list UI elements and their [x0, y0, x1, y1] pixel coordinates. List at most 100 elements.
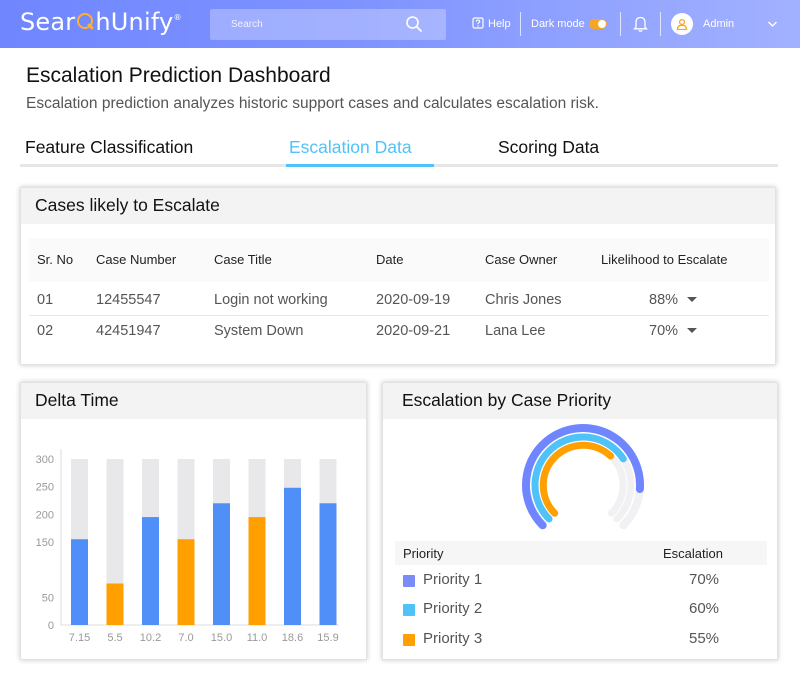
priority-name: Priority 3: [423, 630, 483, 647]
column-header-likelihood[interactable]: Likelihood to Escalate: [601, 252, 728, 267]
priority-3-swatch: [403, 634, 415, 646]
radial-bar[interactable]: [539, 441, 615, 517]
list-item: Priority 3 55%: [403, 628, 763, 652]
help-link[interactable]: Help: [472, 0, 511, 48]
bar[interactable]: [284, 487, 301, 625]
cell-sr-no: 01: [37, 292, 54, 308]
cell-date: 2020-09-21: [376, 323, 451, 339]
user-icon: [676, 18, 688, 30]
dark-mode-label: Dark mode: [531, 18, 585, 30]
y-tick-label: 250: [36, 482, 54, 494]
delta-time-card-title: Delta Time: [35, 390, 119, 410]
caret-down-icon[interactable]: [687, 328, 698, 333]
cell-case-number: 42451947: [96, 323, 161, 339]
likelihood-value: 70%: [649, 323, 679, 339]
bar[interactable]: [177, 539, 195, 625]
notifications-button[interactable]: [633, 0, 648, 48]
caret-down-icon[interactable]: [687, 297, 698, 302]
x-tick-label: 5.5: [107, 632, 122, 644]
search-input[interactable]: [210, 9, 400, 40]
bar[interactable]: [213, 503, 230, 625]
delta-time-chart: 0 50 150 200 250 300 7.15 5.5 10.2 7.0 15.0 11.0 18.…: [36, 449, 339, 644]
cell-case-number: 12455547: [96, 292, 161, 308]
y-tick-label: 50: [42, 592, 54, 604]
x-tick-label: 15.0: [211, 632, 232, 644]
bar[interactable]: [319, 503, 337, 625]
cell-sr-no: 02: [37, 323, 54, 339]
priority-2-swatch: [403, 604, 415, 616]
cell-case-title: System Down: [214, 323, 304, 339]
cell-likelihood: 70%: [649, 323, 698, 339]
column-header-priority: Priority: [403, 546, 444, 561]
cases-card-title: Cases likely to Escalate: [35, 195, 220, 215]
user-menu[interactable]: Admin: [671, 0, 734, 48]
column-header-case-owner[interactable]: Case Owner: [485, 252, 558, 267]
logo-text-end: hUnify: [95, 8, 174, 36]
priority-card-title: Escalation by Case Priority: [402, 390, 612, 410]
page-subtitle: Escalation prediction analyzes historic …: [26, 95, 599, 112]
y-tick-label: 200: [36, 509, 54, 521]
bar[interactable]: [71, 539, 88, 625]
list-item: Priority 2 60%: [403, 598, 763, 622]
dark-mode-toggle[interactable]: [588, 19, 607, 29]
radial-bar[interactable]: [531, 433, 627, 523]
y-tick-label: 0: [48, 620, 54, 632]
user-name: Admin: [703, 18, 735, 30]
bar[interactable]: [106, 583, 124, 626]
cases-card: Cases likely to Escalate Sr. No Case Num…: [20, 187, 776, 365]
table-row[interactable]: 02 42451947 System Down 2020-09-21 Lana …: [29, 316, 769, 347]
y-tick-label: 300: [36, 454, 54, 466]
priority-card-header: Escalation by Case Priority: [383, 383, 777, 419]
x-tick-label: 18.6: [282, 632, 303, 644]
x-tick-label: 15.9: [317, 632, 338, 644]
likelihood-value: 88%: [649, 292, 679, 308]
bar[interactable]: [142, 517, 159, 625]
tab-scoring-data[interactable]: Scoring Data: [498, 137, 600, 157]
header-divider: [660, 12, 661, 36]
x-tick-label: 7.15: [69, 632, 90, 644]
y-tick-label: 150: [36, 537, 54, 549]
radial-bar[interactable]: [522, 424, 644, 530]
delta-time-card-header: Delta Time: [21, 383, 366, 419]
tab-bar: Feature Classification Escalation Data S…: [20, 134, 778, 167]
logo-trademark: ®: [173, 13, 182, 22]
cell-date: 2020-09-19: [376, 292, 451, 308]
bar[interactable]: [248, 517, 266, 625]
x-tick-label: 10.2: [140, 632, 161, 644]
priority-table-header: Priority Escalation: [395, 541, 767, 565]
page-title: Escalation Prediction Dashboard: [26, 64, 331, 87]
priority-name: Priority 1: [423, 571, 483, 588]
app-logo[interactable]: Sear hUnify®: [20, 8, 182, 36]
priority-name: Priority 2: [423, 600, 483, 617]
column-header-date[interactable]: Date: [376, 252, 404, 267]
bell-icon: [633, 16, 648, 32]
priority-1-swatch: [403, 575, 415, 587]
cell-case-owner: Chris Jones: [485, 292, 562, 308]
cell-likelihood: 88%: [649, 292, 698, 308]
tab-escalation-data[interactable]: Escalation Data: [289, 137, 412, 157]
priority-radial-chart: [522, 424, 644, 530]
delta-time-card: Delta Time 0 50 150 200 250 300 7.15 5.5 10.2 7.0…: [20, 382, 367, 660]
tab-feature-classification[interactable]: Feature Classification: [25, 137, 194, 157]
cell-case-owner: Lana Lee: [485, 323, 546, 339]
magnifier-logo-icon: [76, 12, 94, 32]
table-row[interactable]: 01 12455547 Login not working 2020-09-19…: [29, 285, 769, 316]
active-tab-indicator: [286, 164, 434, 167]
column-header-escalation: Escalation: [663, 546, 723, 561]
chevron-down-icon[interactable]: [767, 20, 778, 28]
priority-escalation: 70%: [689, 571, 720, 588]
list-item: Priority 1 70%: [403, 569, 763, 593]
cases-table-header: Sr. No Case Number Case Title Date Case …: [29, 238, 769, 282]
priority-escalation: 55%: [689, 630, 720, 647]
priority-card: Escalation by Case Priority Priority Esc…: [382, 382, 778, 660]
search-icon[interactable]: [405, 15, 423, 33]
top-navigation-bar: Sear hUnify® Help Dark mode: [0, 0, 800, 48]
search-box: [210, 9, 446, 40]
dark-mode-control[interactable]: Dark mode: [531, 0, 607, 48]
column-header-case-number[interactable]: Case Number: [96, 252, 177, 267]
column-header-sr-no[interactable]: Sr. No: [37, 252, 74, 267]
avatar: [671, 13, 693, 35]
column-header-case-title[interactable]: Case Title: [214, 252, 272, 267]
header-divider: [620, 12, 621, 36]
help-icon: [472, 17, 484, 29]
